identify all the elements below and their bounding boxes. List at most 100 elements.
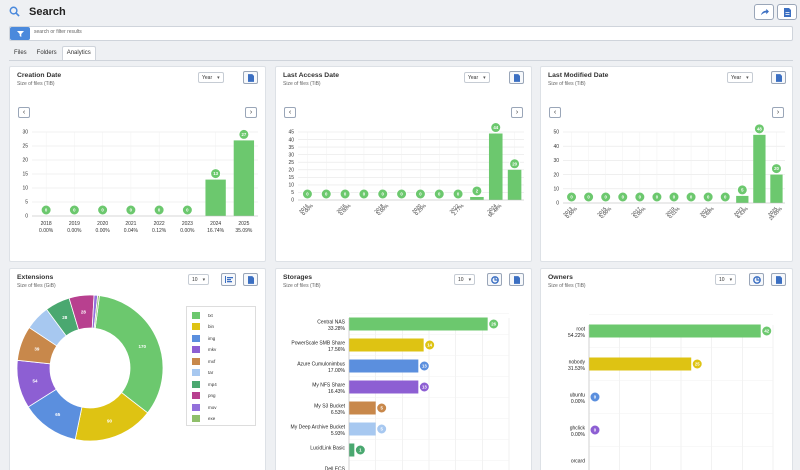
- legend-item[interactable]: mxf: [192, 357, 215, 365]
- filter-button[interactable]: [10, 27, 30, 40]
- slice-label: 54: [32, 378, 38, 383]
- value-label: 0: [707, 195, 710, 200]
- percent-label: 17.56%: [328, 347, 346, 353]
- legend-item[interactable]: img: [192, 334, 215, 342]
- panel-subtitle: Size of files (TiB): [283, 81, 321, 87]
- category-label: Central NAS: [317, 320, 345, 326]
- legend-label: img: [208, 335, 216, 341]
- value-label: 44: [493, 125, 498, 130]
- document-icon: [247, 73, 254, 82]
- bar: [589, 324, 761, 338]
- value-label: 20: [774, 166, 779, 171]
- panel-subtitle: Size of files (GiB): [17, 283, 56, 289]
- toggle-chart-type-button[interactable]: [221, 273, 236, 286]
- previous-button[interactable]: ‹: [18, 107, 30, 118]
- y-tick-label: 5: [25, 200, 28, 206]
- export-chart-button[interactable]: [509, 71, 524, 84]
- share-icon: [760, 8, 769, 16]
- category-label: orcard: [571, 459, 585, 465]
- bar: [349, 401, 376, 415]
- value-bubble: [770, 163, 782, 175]
- legend-item[interactable]: tar: [192, 369, 213, 377]
- tab-folders[interactable]: Folders: [36, 50, 57, 56]
- x-tick-label: 2024: [210, 221, 221, 227]
- share-button[interactable]: [754, 4, 774, 20]
- value-bubble: [320, 188, 332, 200]
- last-access-date-panel: Last Access Date Size of files (TiB) Yea…: [275, 66, 532, 262]
- percent-label: 0.00%: [96, 228, 111, 234]
- limit-value: 10: [192, 276, 198, 283]
- bar: [753, 134, 766, 203]
- y-tick-label: 30: [553, 158, 559, 164]
- creation-date-chart: 051015202530020180.00%020190.00%020200.0…: [22, 128, 258, 234]
- granularity-select[interactable]: Year ▾: [464, 72, 490, 83]
- legend-item[interactable]: mp4: [192, 380, 217, 388]
- value-label: 0: [656, 195, 659, 200]
- percent-label: 0.00%: [571, 432, 586, 438]
- value-bubble: [414, 188, 426, 200]
- bar: [349, 422, 376, 436]
- value-label: 0: [673, 195, 676, 200]
- percent-label: 31.53%: [568, 366, 586, 372]
- value-label: 26: [491, 322, 496, 327]
- category-label: My S3 Bucket: [314, 404, 345, 410]
- next-button[interactable]: ›: [245, 107, 257, 118]
- granularity-select[interactable]: Year ▾: [198, 72, 224, 83]
- legend-swatch: [192, 415, 200, 422]
- legend-label: png: [208, 393, 216, 398]
- y-tick-label: 45: [288, 130, 294, 136]
- value-label: 0: [400, 192, 403, 197]
- legend-label: mp4: [208, 381, 217, 387]
- toggle-chart-type-button[interactable]: [749, 273, 764, 286]
- search-input[interactable]: search or filter results: [34, 29, 82, 35]
- legend-item[interactable]: txt: [192, 311, 213, 319]
- bar: [349, 380, 419, 394]
- export-chart-button[interactable]: [243, 71, 258, 84]
- limit-select[interactable]: 10 ▾: [715, 274, 737, 285]
- granularity-select[interactable]: Year ▾: [727, 72, 753, 83]
- tab-files[interactable]: Files: [14, 50, 27, 56]
- tab-analytics[interactable]: Analytics: [61, 46, 96, 60]
- x-tick-label: 2025: [238, 221, 249, 227]
- y-tick-label: 40: [553, 144, 559, 150]
- storages-panel: Storages Size of files (TiB) 10 ▾ 26 Centr…: [275, 268, 532, 470]
- value-bubble: [509, 158, 521, 170]
- value-bubble: [600, 191, 612, 203]
- legend-item[interactable]: exe: [192, 415, 215, 423]
- value-label: 0: [570, 195, 573, 200]
- chevron-down-icon: ▾: [468, 276, 472, 283]
- previous-button[interactable]: ‹: [549, 107, 561, 118]
- export-chart-button[interactable]: [509, 273, 524, 286]
- legend-item[interactable]: png: [192, 392, 216, 400]
- slice-label: 90: [107, 419, 113, 424]
- export-button[interactable]: [777, 4, 797, 20]
- next-button[interactable]: ›: [511, 107, 523, 118]
- legend-item[interactable]: mov: [192, 403, 217, 411]
- export-chart-button[interactable]: [771, 71, 786, 84]
- limit-select[interactable]: 10 ▾: [454, 274, 476, 285]
- value-bubble: [376, 423, 388, 435]
- y-tick-label: 15: [288, 175, 294, 181]
- value-bubble: [210, 168, 222, 180]
- limit-select[interactable]: 10 ▾: [188, 274, 210, 285]
- value-label: 20: [512, 161, 517, 166]
- export-chart-button[interactable]: [771, 273, 786, 286]
- legend-item[interactable]: mkv: [192, 346, 216, 354]
- toggle-chart-type-button[interactable]: [487, 273, 502, 286]
- percent-label: 16.43%: [328, 389, 346, 395]
- previous-button[interactable]: ‹: [284, 107, 296, 118]
- value-label: 13: [213, 171, 218, 176]
- value-bubble: [691, 358, 703, 370]
- legend-item[interactable]: bin: [192, 323, 214, 331]
- x-tick-label: 2022: [154, 221, 165, 227]
- slice-label: 28: [62, 315, 68, 320]
- next-button[interactable]: ›: [772, 107, 784, 118]
- export-chart-button[interactable]: [243, 273, 258, 286]
- value-label: 0: [382, 192, 385, 197]
- panel-title: Storages: [283, 274, 313, 281]
- value-bubble: [617, 191, 629, 203]
- value-bubble: [566, 191, 578, 203]
- y-tick-label: 30: [22, 130, 28, 136]
- value-bubble: [424, 339, 436, 351]
